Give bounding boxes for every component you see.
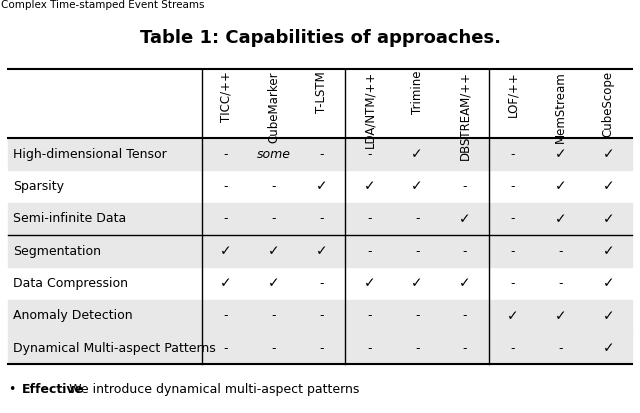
Text: ✓: ✓ — [412, 147, 423, 161]
Text: LDA/NTM/++: LDA/NTM/++ — [363, 71, 376, 148]
Text: -: - — [463, 147, 467, 161]
Text: Data Compression: Data Compression — [13, 277, 128, 290]
Text: ✓: ✓ — [220, 276, 232, 290]
Bar — [8, 300, 632, 332]
Text: TICC/++: TICC/++ — [220, 71, 232, 122]
Text: ✓: ✓ — [602, 341, 614, 355]
Text: ✓: ✓ — [316, 179, 328, 193]
Text: ✓: ✓ — [268, 276, 280, 290]
Text: -: - — [319, 277, 324, 290]
Text: ✓: ✓ — [459, 212, 471, 226]
Text: -: - — [463, 244, 467, 258]
Text: : We introduce dynamical multi-aspect patterns: : We introduce dynamical multi-aspect pa… — [61, 383, 360, 396]
Text: ✓: ✓ — [555, 212, 566, 226]
Text: ✓: ✓ — [602, 212, 614, 226]
Text: Sparsity: Sparsity — [13, 180, 64, 193]
Text: -: - — [463, 309, 467, 322]
Bar — [8, 235, 632, 267]
Text: -: - — [511, 147, 515, 161]
Text: MemStream: MemStream — [554, 71, 567, 142]
Text: -: - — [319, 309, 324, 322]
Text: some: some — [257, 147, 291, 161]
Text: ✓: ✓ — [459, 276, 471, 290]
Text: -: - — [511, 342, 515, 355]
Text: Dynamical Multi-aspect Patterns: Dynamical Multi-aspect Patterns — [13, 342, 216, 355]
Text: -: - — [224, 309, 228, 322]
Text: ✓: ✓ — [555, 309, 566, 323]
Text: CubeScope: CubeScope — [602, 71, 615, 137]
Text: -: - — [415, 244, 419, 258]
Bar — [8, 332, 632, 364]
Text: -: - — [224, 180, 228, 193]
Text: ✓: ✓ — [268, 244, 280, 258]
Text: -: - — [271, 212, 276, 225]
Text: ✓: ✓ — [602, 147, 614, 161]
Text: -: - — [271, 180, 276, 193]
Text: ✓: ✓ — [555, 179, 566, 193]
Text: -: - — [511, 212, 515, 225]
Text: ✓: ✓ — [602, 276, 614, 290]
Text: ✓: ✓ — [220, 244, 232, 258]
Text: -: - — [319, 342, 324, 355]
Text: ✓: ✓ — [602, 244, 614, 258]
Text: -: - — [367, 147, 372, 161]
Bar — [8, 138, 632, 170]
Text: -: - — [415, 212, 419, 225]
Text: ✓: ✓ — [412, 276, 423, 290]
Text: ✓: ✓ — [316, 244, 328, 258]
Text: ✓: ✓ — [555, 147, 566, 161]
Text: Table 1: Capabilities of approaches.: Table 1: Capabilities of approaches. — [140, 29, 500, 47]
Text: -: - — [367, 244, 372, 258]
Text: -: - — [558, 277, 563, 290]
Text: -: - — [271, 342, 276, 355]
Text: -: - — [511, 244, 515, 258]
Text: ✓: ✓ — [602, 309, 614, 323]
Bar — [8, 203, 632, 235]
Text: -: - — [271, 309, 276, 322]
Text: CubeMarker: CubeMarker — [268, 71, 280, 142]
Text: -: - — [463, 180, 467, 193]
Text: ✓: ✓ — [507, 309, 518, 323]
Text: -: - — [511, 180, 515, 193]
Text: Effective: Effective — [22, 383, 84, 396]
Text: Semi-infinite Data: Semi-infinite Data — [13, 212, 126, 225]
Text: Trimine: Trimine — [411, 71, 424, 114]
Text: -: - — [511, 277, 515, 290]
Text: -: - — [367, 309, 372, 322]
Text: -: - — [319, 212, 324, 225]
Text: -: - — [319, 147, 324, 161]
Text: •: • — [8, 383, 15, 396]
Text: -: - — [415, 309, 419, 322]
Text: ✓: ✓ — [412, 179, 423, 193]
Text: -: - — [558, 342, 563, 355]
Text: -: - — [558, 244, 563, 258]
Text: -: - — [224, 342, 228, 355]
Text: -: - — [415, 342, 419, 355]
Text: Anomaly Detection: Anomaly Detection — [13, 309, 132, 322]
Text: -: - — [224, 147, 228, 161]
Text: T-LSTM: T-LSTM — [315, 71, 328, 113]
Text: -: - — [224, 212, 228, 225]
Text: ✓: ✓ — [364, 276, 375, 290]
Text: -: - — [367, 342, 372, 355]
Text: Segmentation: Segmentation — [13, 244, 101, 258]
Text: -: - — [463, 342, 467, 355]
Text: Complex Time-stamped Event Streams: Complex Time-stamped Event Streams — [1, 0, 205, 10]
Text: ✓: ✓ — [364, 179, 375, 193]
Text: ✓: ✓ — [602, 179, 614, 193]
Text: -: - — [367, 212, 372, 225]
Text: LOF/++: LOF/++ — [506, 71, 519, 116]
Text: High-dimensional Tensor: High-dimensional Tensor — [13, 147, 166, 161]
Text: DBSTREAM/++: DBSTREAM/++ — [458, 71, 472, 160]
